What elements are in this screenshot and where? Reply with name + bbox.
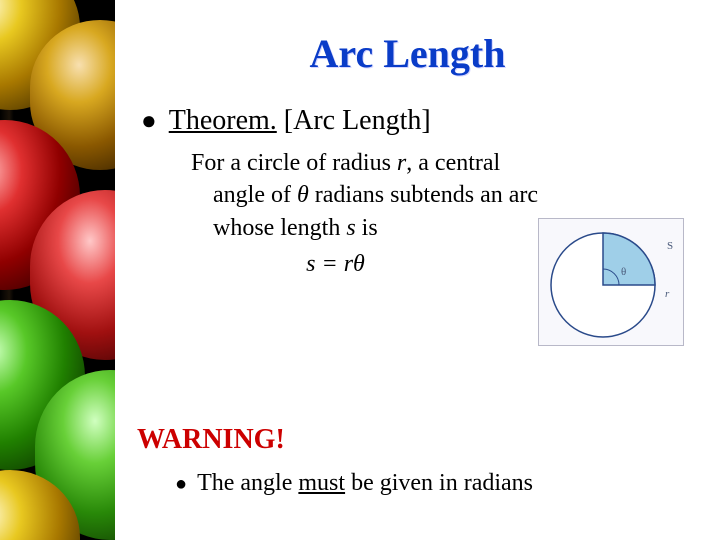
diagram-label-theta: θ (621, 266, 626, 278)
var-theta: θ (297, 182, 309, 208)
slide-title: Arc Length (125, 30, 690, 77)
var-r: r (397, 150, 406, 176)
theorem-bracket: [Arc Length] (284, 105, 431, 136)
theorem-label: Theorem. (169, 105, 277, 136)
sidebar-abacus-image (0, 0, 115, 540)
body-line1a: For a circle of radius (191, 150, 397, 176)
var-s: s (346, 215, 355, 241)
arc-diagram: S θ r (538, 218, 684, 346)
warning-text: The angle must be given in radians (197, 470, 533, 497)
theorem-body: For a circle of radius r, a central angl… (191, 147, 540, 281)
warning-text-b: be given in radians (345, 470, 533, 496)
diagram-sector (603, 233, 655, 285)
theorem-heading: Theorem. [Arc Length] (169, 105, 431, 137)
warning-row: ● The angle must be given in radians (175, 470, 533, 497)
body-line3: is (362, 215, 378, 241)
diagram-label-r: r (665, 288, 670, 300)
warning-text-a: The angle (197, 470, 298, 496)
slide-content: Arc Length ● Theorem. [Arc Length] For a… (115, 0, 720, 540)
formula: s = rθ (131, 248, 540, 280)
bullet-icon: ● (141, 106, 157, 136)
diagram-label-s: S (667, 240, 673, 252)
warning-heading: WARNING! (137, 424, 285, 456)
bullet-icon: ● (175, 473, 187, 496)
theorem-heading-row: ● Theorem. [Arc Length] (141, 105, 690, 137)
warning-must: must (298, 470, 345, 496)
